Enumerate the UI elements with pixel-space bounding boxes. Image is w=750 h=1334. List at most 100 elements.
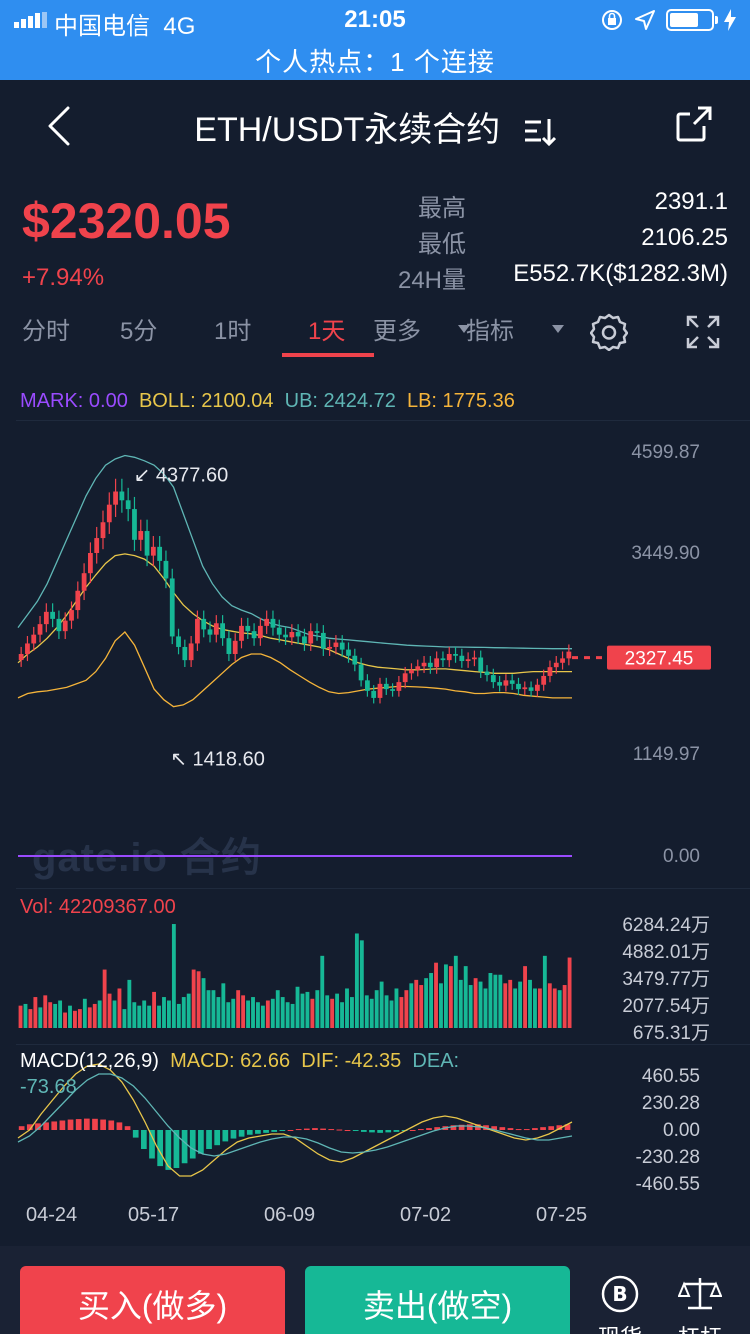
macd-histogram-bar <box>124 1126 131 1130</box>
sell-short-button[interactable]: 卖出(做空) <box>305 1266 570 1334</box>
volume-axis-label: 6284.24万 <box>622 915 710 936</box>
volume-bar <box>87 1007 92 1028</box>
macd-histogram-bar <box>141 1130 147 1149</box>
volume-bar <box>97 1000 102 1028</box>
candle-body <box>358 664 364 681</box>
date-axis-label: 05-17 <box>128 1204 180 1226</box>
macd-divider <box>16 1044 750 1045</box>
status-bar: 中国电信 4G 21:05 个人热点：1 个连接 <box>0 0 750 80</box>
buy-long-button[interactable]: 买入(做多) <box>20 1266 285 1334</box>
candle-body <box>150 546 156 556</box>
volume-bar <box>409 983 414 1028</box>
volume-bar <box>389 1000 394 1028</box>
macd-histogram-bar <box>173 1130 180 1168</box>
tab-1day[interactable]: 1天 <box>308 318 346 345</box>
macd-histogram-bar <box>230 1130 237 1139</box>
macd-histogram-bar <box>149 1130 155 1159</box>
volume-bar <box>176 1003 181 1028</box>
share-icon[interactable] <box>674 104 714 144</box>
volume-bar <box>147 1005 152 1028</box>
tab-1hour[interactable]: 1时 <box>214 318 252 345</box>
leverage-button[interactable]: 杠杆 <box>670 1274 730 1334</box>
macd-histogram-bar <box>287 1130 294 1131</box>
volume-bar <box>112 1000 117 1028</box>
volume-bar <box>260 1005 265 1028</box>
main-legend: MARK: 0.00 BOLL: 2100.04 UB: 2424.72 LB:… <box>20 390 515 413</box>
volume-bar <box>82 998 87 1028</box>
volume-bar <box>48 1002 53 1028</box>
volume-bar <box>439 983 443 1028</box>
candle-body <box>446 653 452 661</box>
macd-histogram-bar <box>540 1127 546 1130</box>
signal-icon <box>14 12 47 28</box>
volume-bar <box>63 1012 67 1028</box>
dea-value: -73.68 <box>20 1076 77 1098</box>
volume-bar <box>345 988 349 1028</box>
ub-legend: UB: 2424.72 <box>284 390 396 412</box>
volume-bar <box>73 1010 77 1028</box>
tab-timeshare[interactable]: 分时 <box>22 318 70 345</box>
volume-bar <box>58 1000 63 1028</box>
volume-bar <box>508 979 513 1028</box>
back-icon[interactable] <box>40 104 80 148</box>
volume-bar <box>493 974 498 1028</box>
volume-bar <box>171 924 176 1028</box>
pair-selector[interactable]: ETH/USDT永续合约 <box>0 102 750 151</box>
volume-bar <box>419 985 424 1028</box>
macd-histogram-bar <box>336 1129 343 1131</box>
candle-body <box>251 631 257 639</box>
volume-bar <box>528 979 532 1028</box>
price-change: +7.94% <box>22 264 105 291</box>
volume-bar <box>335 993 340 1028</box>
volume-bar <box>231 998 236 1028</box>
volume-bar <box>533 988 537 1028</box>
macd-axis-label: 460.55 <box>641 1066 700 1087</box>
macd-histogram-bar <box>426 1128 432 1130</box>
volume-bar <box>28 1009 33 1028</box>
candle-body <box>125 500 131 510</box>
macd-axis-label: -230.28 <box>635 1147 700 1168</box>
volume-bar <box>315 990 320 1028</box>
more-dropdown-icon[interactable] <box>458 325 470 333</box>
low-value: 2106.25 <box>641 224 728 251</box>
kline-chart[interactable]: MARK: 0.00 BOLL: 2100.04 UB: 2424.72 LB:… <box>0 380 750 1230</box>
indicators-dropdown-icon[interactable] <box>552 325 564 333</box>
sort-swap-icon[interactable] <box>522 115 556 149</box>
volume-legend: Vol: 42209367.00 <box>20 896 176 918</box>
macd-histogram-bar <box>51 1121 58 1130</box>
spot-button[interactable]: B 现货 <box>590 1274 650 1334</box>
page-title: ETH/USDT永续合约 <box>194 111 501 149</box>
volume-divider <box>16 888 750 889</box>
volume-bar <box>414 979 419 1028</box>
watermark-logo: gate.io 合约 <box>32 836 263 880</box>
candle-body <box>478 657 484 672</box>
gear-icon[interactable] <box>590 313 628 351</box>
tab-5min[interactable]: 5分 <box>120 318 158 345</box>
volume-bar <box>434 962 438 1028</box>
candle-body <box>213 623 219 635</box>
volume-bar <box>330 998 335 1028</box>
candle-body <box>176 636 181 647</box>
macd-histogram-bar <box>198 1130 204 1154</box>
fullscreen-icon[interactable] <box>686 315 720 349</box>
volume-bar <box>270 998 275 1028</box>
volume-bar <box>221 983 226 1028</box>
volume-bar <box>23 1003 28 1028</box>
candle-body <box>132 509 137 540</box>
upper-band-line <box>17 454 572 650</box>
macd-histogram-bar <box>418 1129 424 1131</box>
volume-bar <box>236 990 241 1028</box>
dea-line <box>17 1073 573 1157</box>
volume-bar <box>523 966 527 1028</box>
price-axis-label: 3449.90 <box>631 543 700 564</box>
dif-line <box>17 1063 573 1177</box>
tab-more[interactable]: 更多 <box>373 318 421 345</box>
macd-histogram-bar <box>499 1127 506 1130</box>
volume-axis-label: 2077.54万 <box>622 996 710 1017</box>
tab-indicators[interactable]: 指标 <box>466 318 514 345</box>
candlestick-plot[interactable]: ↙ 4377.60 ↖ 1418.60 2327.45 <box>0 380 750 1230</box>
volume-bar <box>107 993 112 1028</box>
macd-histogram-bar <box>255 1130 261 1134</box>
hotspot-banner[interactable]: 个人热点：1 个连接 <box>255 47 495 77</box>
volume-bar <box>557 990 562 1028</box>
